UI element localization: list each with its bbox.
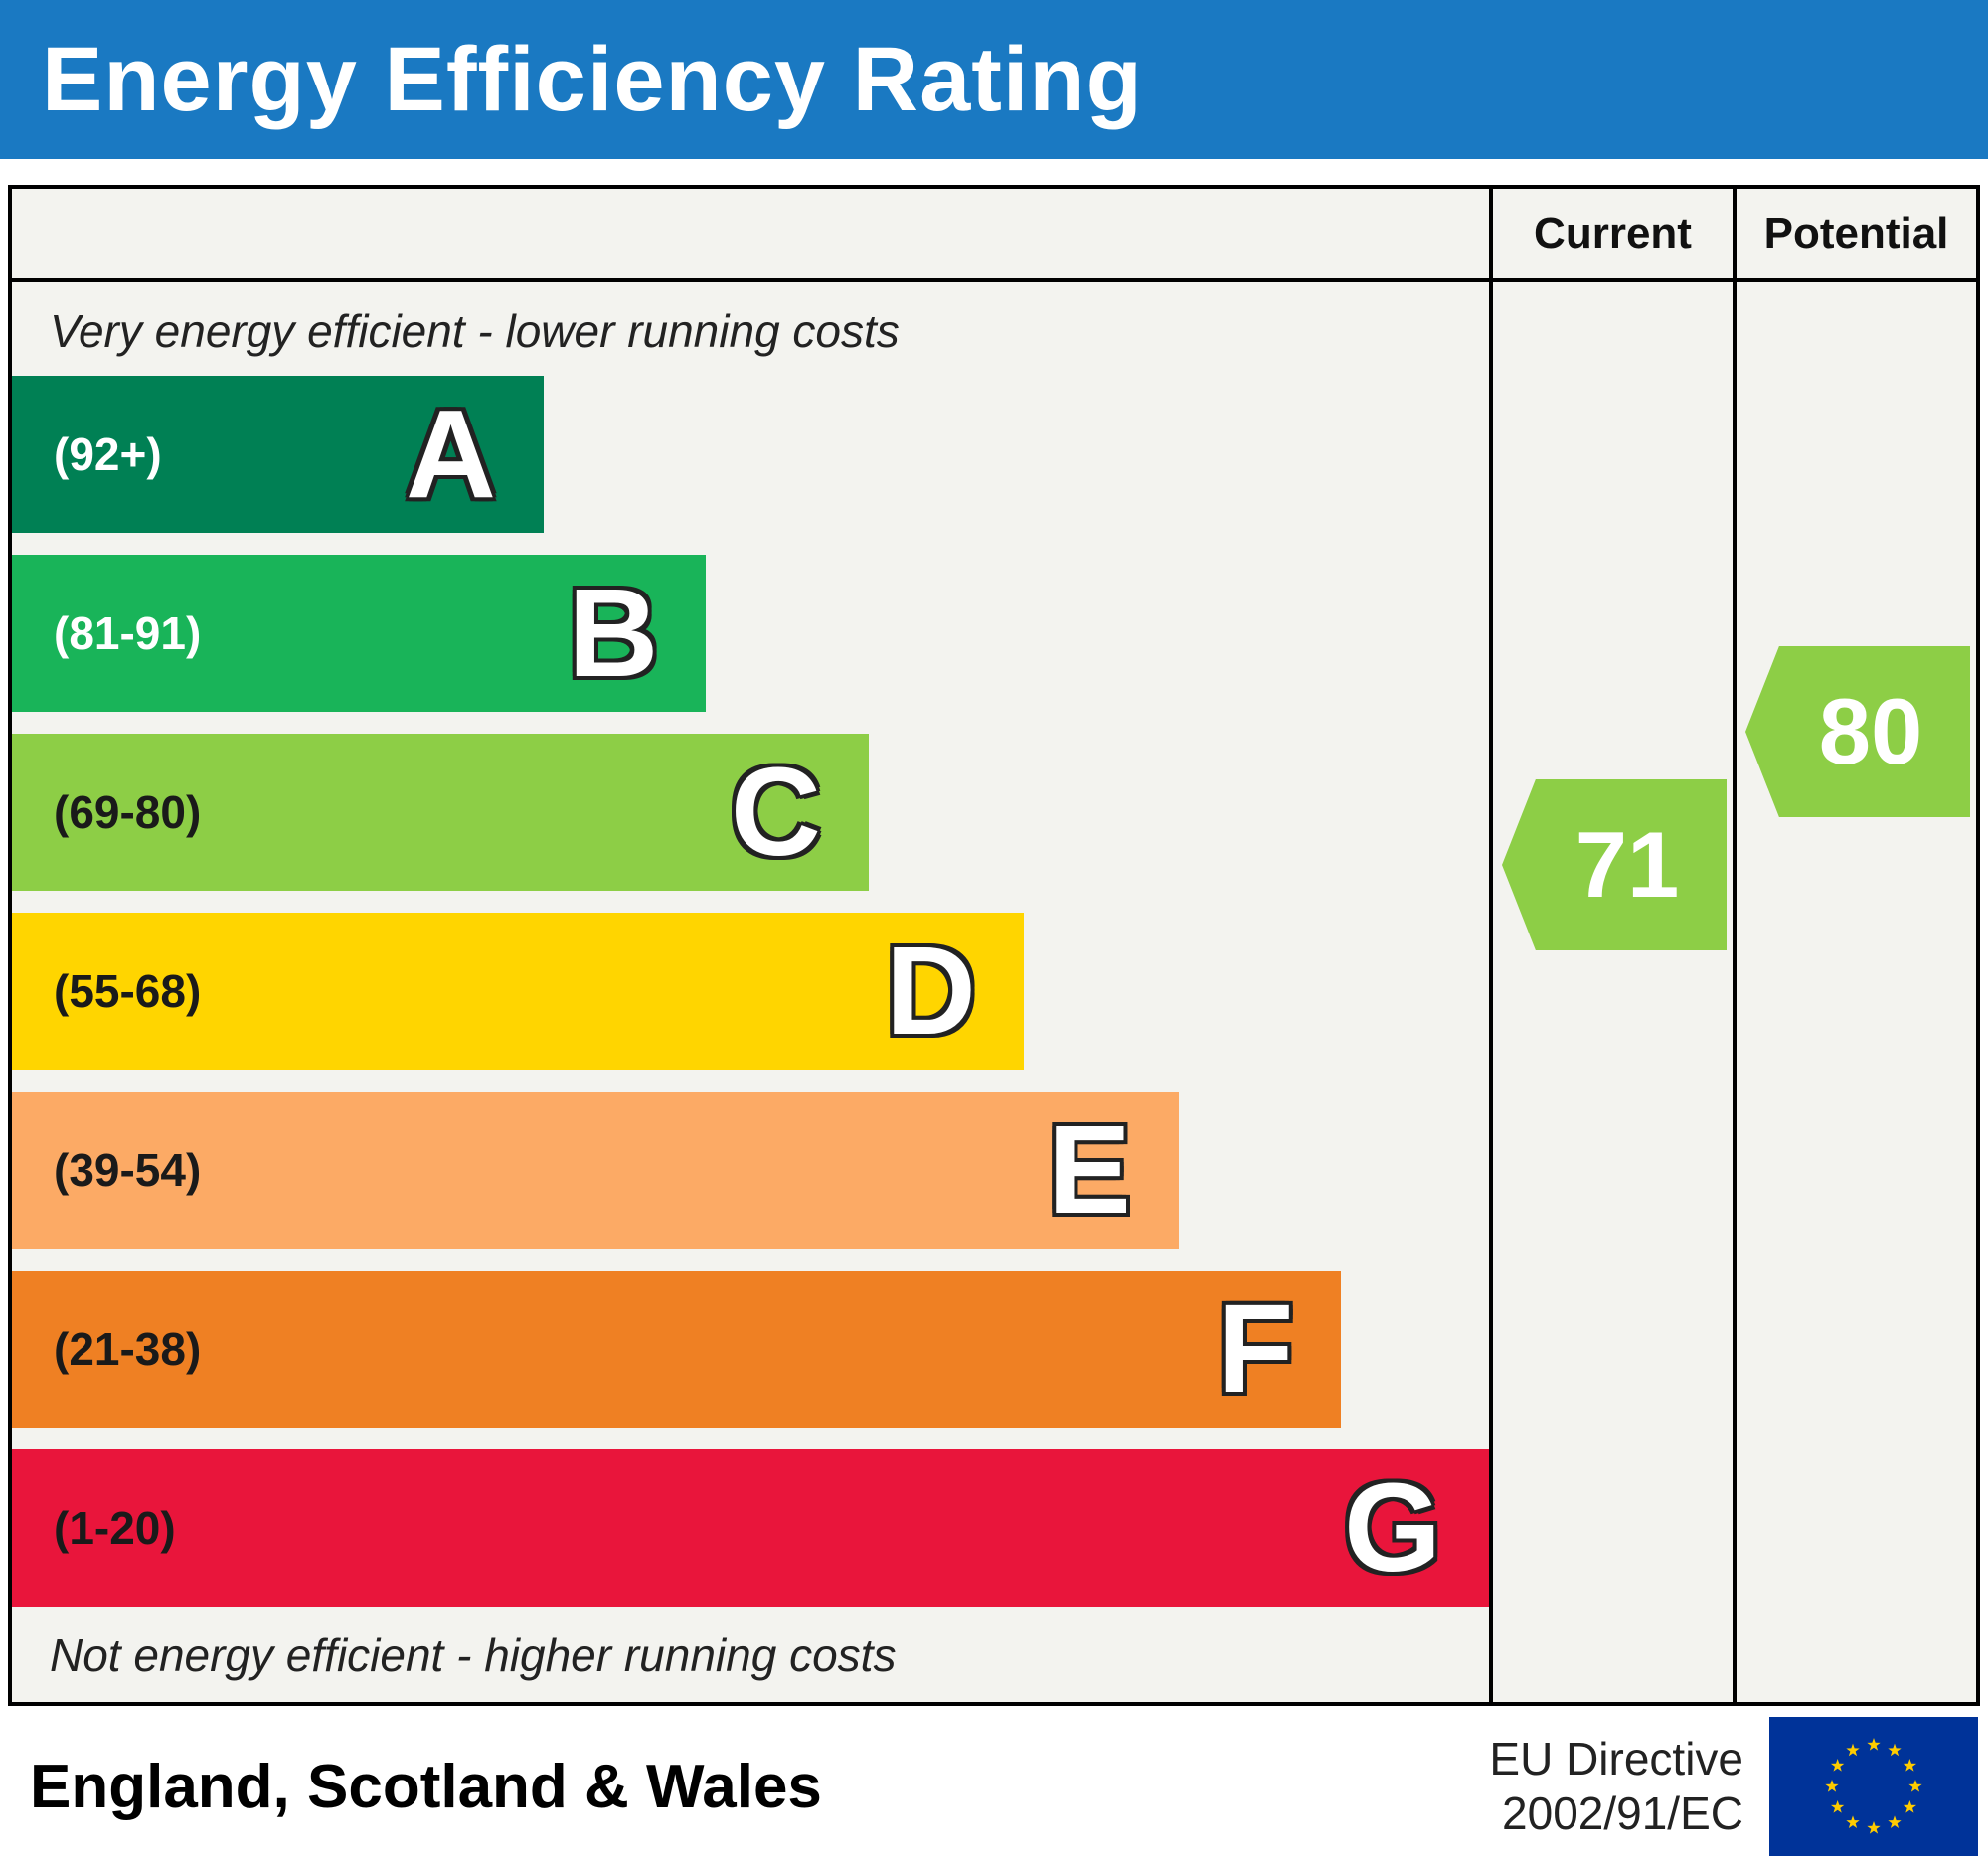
page-title: Energy Efficiency Rating bbox=[42, 28, 1143, 130]
band-f-range: (21-38) bbox=[54, 1323, 202, 1375]
potential-column: 80 bbox=[1733, 282, 1976, 1702]
header-spacer bbox=[12, 189, 1489, 278]
bottom-note: Not energy efficient - higher running co… bbox=[50, 1629, 897, 1681]
band-e-range: (39-54) bbox=[54, 1144, 202, 1196]
band-c-range: (69-80) bbox=[54, 786, 202, 838]
band-d: (55-68) D bbox=[12, 913, 1024, 1070]
table-header-row: Current Potential bbox=[12, 189, 1976, 282]
potential-rating-value: 80 bbox=[1818, 679, 1923, 783]
eu-directive-line1: EU Directive bbox=[1489, 1732, 1743, 1784]
top-note: Very energy efficient - lower running co… bbox=[50, 305, 900, 357]
current-rating-value: 71 bbox=[1574, 812, 1680, 917]
band-d-letter: D bbox=[885, 921, 976, 1061]
region-label: England, Scotland & Wales bbox=[30, 1752, 822, 1821]
title-bar: Energy Efficiency Rating bbox=[0, 0, 1988, 159]
band-e-letter: E bbox=[1047, 1100, 1131, 1240]
band-a-range: (92+) bbox=[54, 428, 162, 480]
eu-directive-line2: 2002/91/EC bbox=[1502, 1787, 1743, 1839]
band-a-letter: A bbox=[405, 384, 496, 524]
band-c-letter: C bbox=[730, 742, 821, 882]
table-body: Very energy efficient - lower running co… bbox=[12, 282, 1976, 1702]
band-g: (1-20) G bbox=[12, 1449, 1489, 1607]
eu-directive-label: EU Directive 2002/91/EC bbox=[1489, 1732, 1743, 1841]
band-b: (81-91) B bbox=[12, 555, 707, 712]
band-b-range: (81-91) bbox=[54, 607, 202, 659]
band-e: (39-54) E bbox=[12, 1092, 1179, 1249]
potential-column-header: Potential bbox=[1733, 189, 1976, 278]
current-rating-arrow: 71 bbox=[1502, 779, 1727, 950]
eu-flag-icon bbox=[1769, 1717, 1978, 1856]
band-g-range: (1-20) bbox=[54, 1502, 176, 1554]
current-column: 71 bbox=[1489, 282, 1733, 1702]
band-d-range: (55-68) bbox=[54, 965, 202, 1017]
rating-table: Current Potential Very energy efficient … bbox=[8, 185, 1980, 1706]
band-c: (69-80) C bbox=[12, 734, 869, 891]
band-b-letter: B bbox=[568, 563, 659, 703]
band-f: (21-38) F bbox=[12, 1271, 1342, 1428]
bands-column: Very energy efficient - lower running co… bbox=[12, 282, 1489, 1702]
band-g-letter: G bbox=[1343, 1457, 1441, 1598]
current-column-header: Current bbox=[1489, 189, 1733, 278]
potential-rating-arrow: 80 bbox=[1745, 646, 1970, 817]
band-f-letter: F bbox=[1217, 1278, 1294, 1419]
footer: England, Scotland & Wales EU Directive 2… bbox=[0, 1706, 1988, 1867]
band-a: (92+) A bbox=[12, 376, 544, 533]
